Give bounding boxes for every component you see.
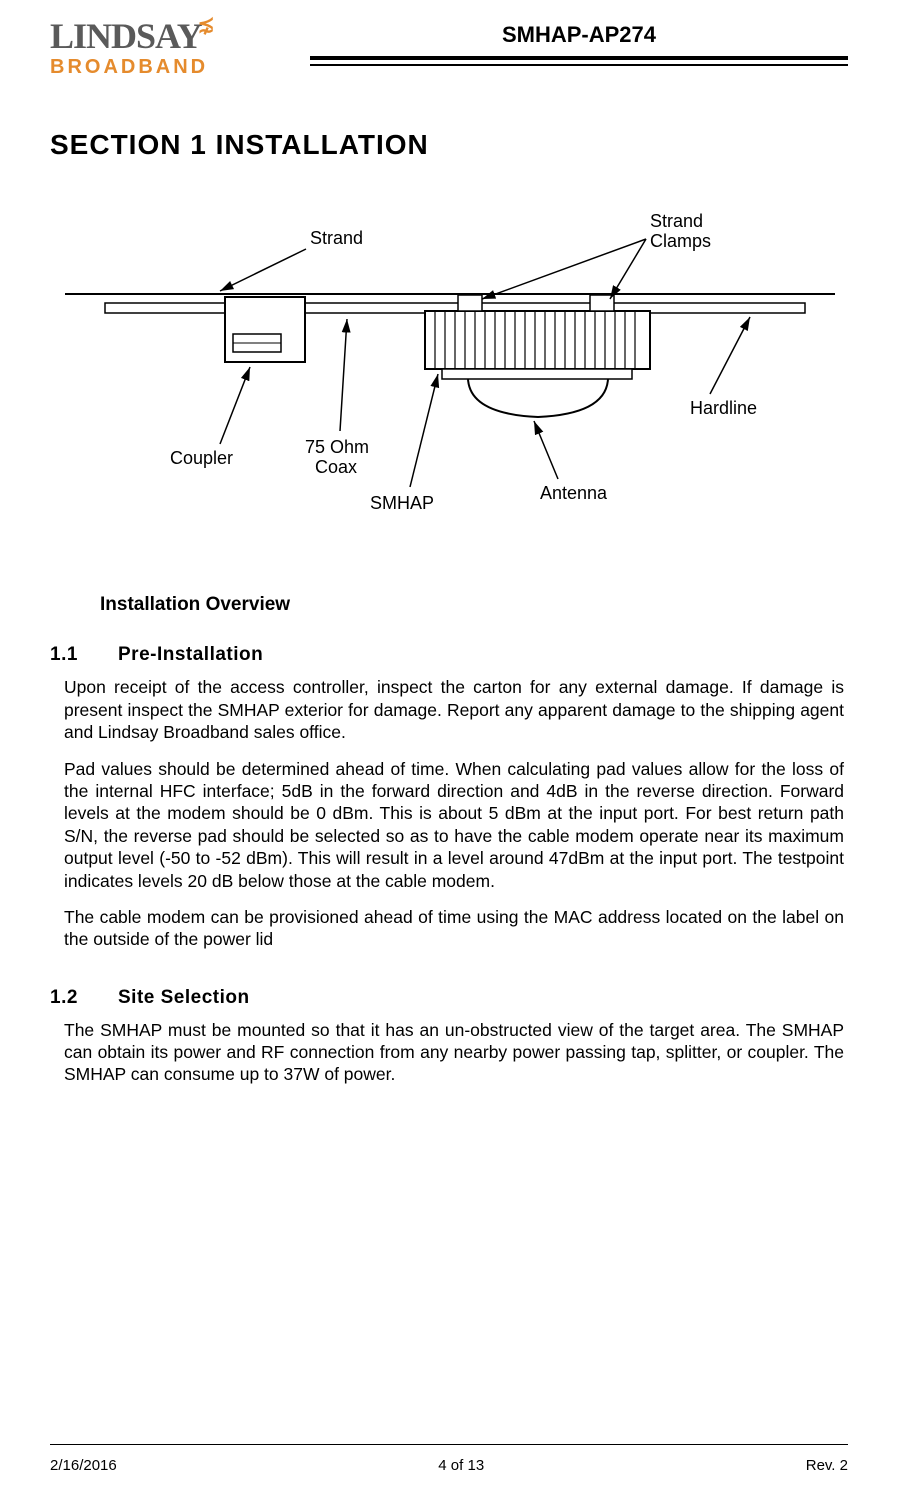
subsection-1-2: 1.2 Site Selection The SMHAP must be mou… bbox=[50, 987, 848, 1086]
arrow-smhap bbox=[410, 374, 438, 487]
logo-wifi-icon: ⋨ bbox=[198, 20, 214, 30]
footer-date: 2/16/2016 bbox=[50, 1457, 117, 1474]
antenna-loop bbox=[468, 379, 608, 417]
label-strand: Strand bbox=[310, 228, 363, 248]
label-strand-clamps-2: Clamps bbox=[650, 231, 711, 251]
header-right: SMHAP-AP274 bbox=[310, 20, 848, 66]
page-header: LINDSAY⋨ BROADBAND SMHAP-AP274 bbox=[50, 20, 848, 79]
label-coax-2: Coax bbox=[315, 457, 357, 477]
para-1-1-2: Pad values should be determined ahead of… bbox=[64, 758, 844, 892]
label-smhap: SMHAP bbox=[370, 493, 434, 513]
sub-num: 1.1 bbox=[50, 644, 86, 666]
section-heading: SECTION 1 INSTALLATION bbox=[50, 129, 848, 161]
arrow-clamp-1 bbox=[482, 239, 646, 299]
footer-rev: Rev. 2 bbox=[806, 1457, 848, 1474]
logo-top-text: LINDSAY bbox=[50, 16, 202, 56]
installation-diagram: Strand Strand Clamps bbox=[50, 199, 848, 534]
logo-block: LINDSAY⋨ BROADBAND bbox=[50, 20, 290, 79]
sub-title: Pre-Installation bbox=[118, 644, 263, 666]
sub-num: 1.2 bbox=[50, 987, 86, 1009]
arrow-strand bbox=[220, 249, 306, 291]
footer-row: 2/16/2016 4 of 13 Rev. 2 bbox=[50, 1457, 848, 1474]
label-antenna: Antenna bbox=[540, 483, 608, 503]
para-1-1-3: The cable modem can be provisioned ahead… bbox=[64, 906, 844, 951]
subsection-1-1: 1.1 Pre-Installation Upon receipt of the… bbox=[50, 644, 848, 950]
footer-rule bbox=[50, 1444, 848, 1445]
document-id: SMHAP-AP274 bbox=[310, 22, 848, 48]
sub-heading-1-2: 1.2 Site Selection bbox=[50, 987, 848, 1009]
para-1-2-1: The SMHAP must be mounted so that it has… bbox=[64, 1019, 844, 1086]
page-footer: 2/16/2016 4 of 13 Rev. 2 bbox=[50, 1444, 848, 1474]
arrow-antenna bbox=[534, 421, 558, 479]
header-rule bbox=[310, 56, 848, 66]
sub-heading-1-1: 1.1 Pre-Installation bbox=[50, 644, 848, 666]
label-strand-clamps-1: Strand bbox=[650, 211, 703, 231]
para-1-1-1: Upon receipt of the access controller, i… bbox=[64, 676, 844, 743]
arrow-coupler bbox=[220, 367, 250, 444]
arrow-clamp-2 bbox=[610, 239, 646, 299]
diagram-svg: Strand Strand Clamps bbox=[50, 199, 850, 529]
logo-bottom-text: BROADBAND bbox=[50, 56, 290, 79]
label-coax-1: 75 Ohm bbox=[305, 437, 369, 457]
arrow-coax bbox=[340, 319, 347, 431]
logo-lindsay: LINDSAY⋨ bbox=[50, 20, 290, 52]
overview-heading: Installation Overview bbox=[100, 594, 848, 616]
page: LINDSAY⋨ BROADBAND SMHAP-AP274 SECTION 1… bbox=[0, 0, 898, 1494]
label-coupler: Coupler bbox=[170, 448, 233, 468]
sub-title: Site Selection bbox=[118, 987, 250, 1009]
arrow-hardline bbox=[710, 317, 750, 394]
label-hardline: Hardline bbox=[690, 398, 757, 418]
footer-page: 4 of 13 bbox=[438, 1457, 484, 1474]
